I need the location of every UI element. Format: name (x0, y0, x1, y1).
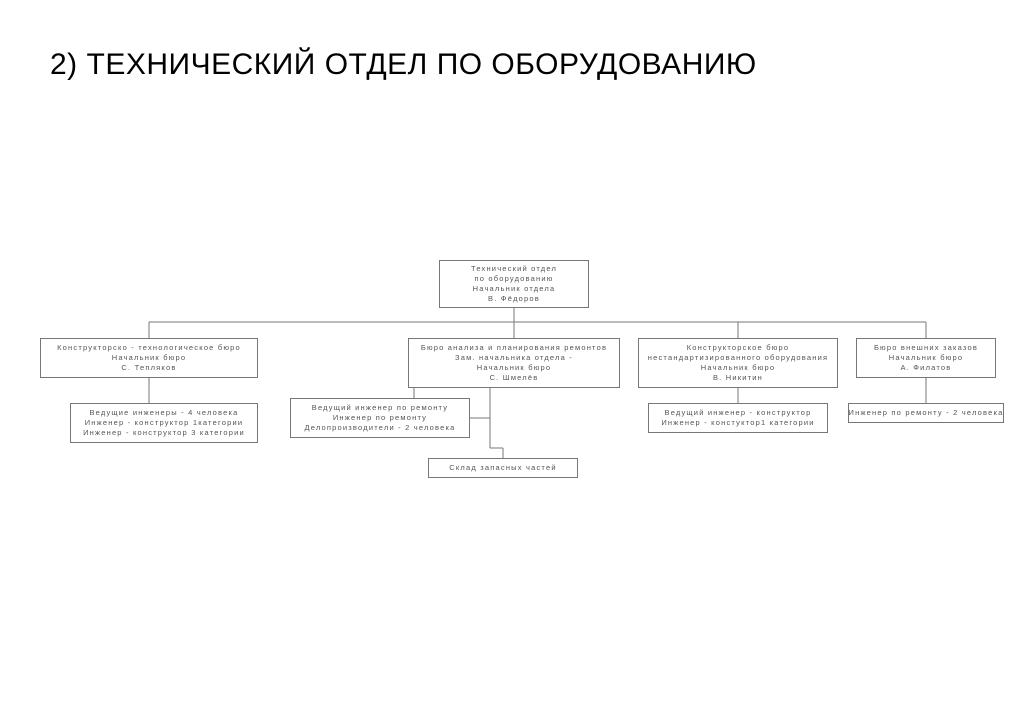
node-line: Бюро внешних заказов (874, 343, 978, 353)
node-line: Конструкторское бюро (687, 343, 790, 353)
node-line: С. Тепляков (121, 363, 176, 373)
node-line: Бюро анализа и планирования ремонтов (421, 343, 607, 353)
node-line: по оборудованию (474, 274, 553, 284)
node-line: Технический отдел (471, 264, 557, 274)
node-line: Делопроизводители - 2 человека (304, 423, 455, 433)
node-line: А. Филатов (901, 363, 952, 373)
node-line: Зам. начальника отдела - (455, 353, 573, 363)
node-line: В. Никитин (713, 373, 763, 383)
node-bureau-2: Бюро анализа и планирования ремонтов Зам… (408, 338, 620, 388)
node-line: С. Шмелёв (490, 373, 539, 383)
node-line: Инженер - конструктор 1категории (85, 418, 244, 428)
node-line: Ведущие инженеры - 4 человека (89, 408, 238, 418)
node-warehouse: Склад запасных частей (428, 458, 578, 478)
node-line: Начальник бюро (889, 353, 964, 363)
node-line: нестандартизированного оборудования (648, 353, 828, 363)
node-line: Начальник бюро (477, 363, 552, 373)
node-line: Инженер - конструктор 3 категории (83, 428, 245, 438)
node-line: Инженер по ремонту - 2 человека (849, 408, 1004, 418)
node-bureau-1: Конструкторско - технологическое бюро На… (40, 338, 258, 378)
node-line: Ведущий инженер по ремонту (312, 403, 448, 413)
node-staff-1: Ведущие инженеры - 4 человека Инженер - … (70, 403, 258, 443)
node-line: Склад запасных частей (449, 463, 557, 473)
node-bureau-3: Конструкторское бюро нестандартизированн… (638, 338, 838, 388)
node-line: В. Фёдоров (488, 294, 540, 304)
node-line: Конструкторско - технологическое бюро (57, 343, 241, 353)
node-root: Технический отдел по оборудованию Началь… (439, 260, 589, 308)
node-line: Начальник отдела (473, 284, 556, 294)
node-bureau-4: Бюро внешних заказов Начальник бюро А. Ф… (856, 338, 996, 378)
node-line: Инженер - констуктор1 категории (661, 418, 814, 428)
node-staff-4: Ведущий инженер - конструктор Инженер - … (648, 403, 828, 433)
node-staff-2: Ведущий инженер по ремонту Инженер по ре… (290, 398, 470, 438)
node-line: Начальник бюро (112, 353, 187, 363)
node-line: Инженер по ремонту (333, 413, 427, 423)
node-line: Ведущий инженер - конструктор (665, 408, 812, 418)
node-line: Начальник бюро (701, 363, 776, 373)
node-staff-5: Инженер по ремонту - 2 человека (848, 403, 1004, 423)
